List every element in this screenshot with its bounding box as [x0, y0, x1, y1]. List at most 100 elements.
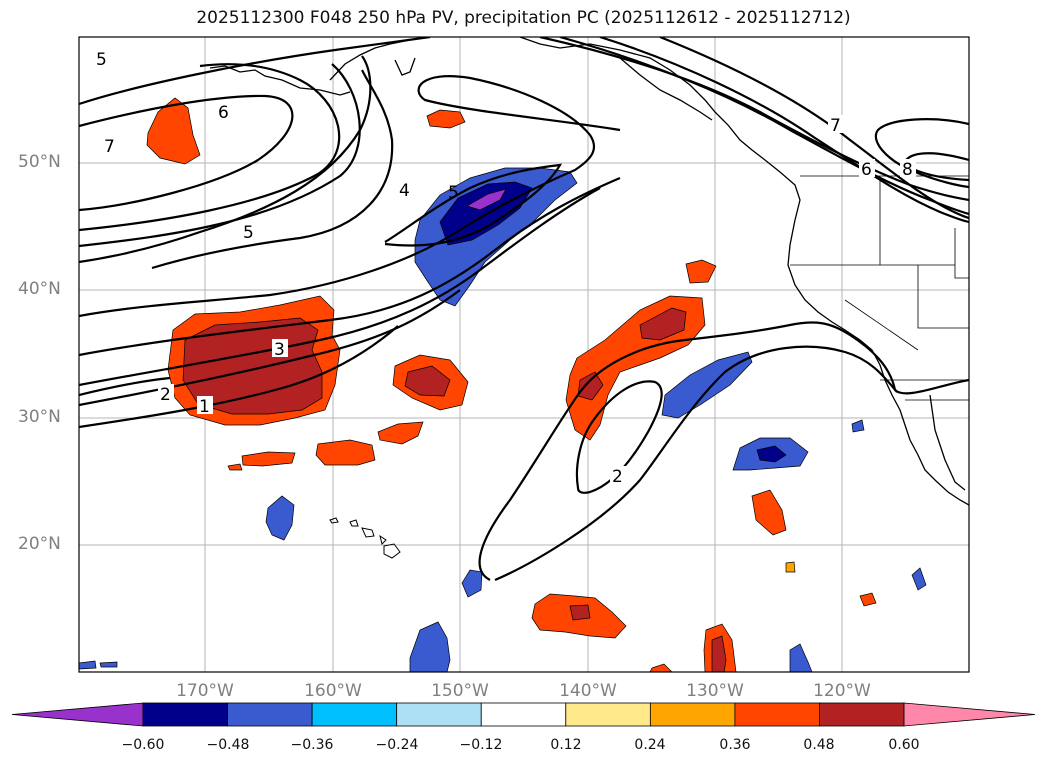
colorbar-segment — [227, 702, 313, 727]
precip-area — [461, 569, 483, 598]
lon-label: 140°W — [559, 681, 617, 701]
colorbar-tick-label: −0.48 — [206, 737, 250, 753]
pv-contour — [79, 94, 294, 212]
lat-label: 20°N — [18, 534, 61, 554]
colorbar-extend-high — [903, 702, 1036, 727]
colorbar — [11, 702, 1036, 727]
pv-contour — [79, 37, 431, 106]
pv-contour — [79, 289, 461, 407]
precip-area — [227, 463, 243, 471]
graticule — [79, 37, 969, 672]
precip-area — [315, 439, 376, 466]
precip-area — [99, 661, 118, 668]
precip-area — [241, 451, 296, 467]
precip-area — [79, 660, 97, 670]
precip-area — [426, 109, 466, 129]
map-title: 2025112300 F048 250 hPa PV, precipitatio… — [196, 8, 851, 28]
political-borders — [790, 175, 969, 401]
pv-contour — [659, 37, 969, 220]
colorbar-segment — [396, 702, 482, 727]
colorbar-tick-label: −0.60 — [121, 737, 165, 753]
precip-area — [649, 663, 673, 672]
precip-area — [859, 592, 877, 607]
pv-contour — [79, 187, 601, 387]
precip-area — [146, 97, 201, 165]
precip-area — [377, 421, 424, 445]
pv-contour — [79, 55, 372, 264]
contour-label: 5 — [243, 223, 254, 243]
colorbar-tick-label: 0.36 — [719, 737, 751, 753]
contour-label: 3 — [274, 340, 285, 360]
pv-contour — [79, 63, 361, 248]
pv-contour — [539, 37, 969, 202]
pv-contour — [79, 75, 621, 318]
precip-area — [911, 567, 927, 591]
colorbar-tick-label: 0.24 — [634, 737, 666, 753]
lon-label: 160°W — [304, 681, 362, 701]
contour-label: 6 — [218, 103, 229, 123]
precip-area — [265, 495, 295, 541]
contour-label: 7 — [104, 137, 115, 157]
hawaiian-islands — [329, 517, 401, 559]
map-plot-area: 5 6 7 5 4 5 3 2 1 2 7 6 8 — [79, 37, 969, 672]
colorbar-tick-label: −0.12 — [459, 737, 503, 753]
colorbar-segment — [480, 702, 567, 727]
pv-contour — [494, 345, 898, 582]
contour-label: 2 — [612, 467, 623, 487]
contour-label: 1 — [199, 397, 210, 417]
precip-area — [756, 445, 787, 463]
contour-label: 5 — [96, 50, 107, 70]
pv-contour — [874, 118, 969, 189]
colorbar-segment — [734, 702, 820, 727]
contour-label: 2 — [160, 385, 171, 405]
pv-contour-labels: 5 6 7 5 4 5 3 2 1 2 7 6 8 — [94, 49, 916, 487]
contour-label: 6 — [861, 160, 872, 180]
lat-label: 30°N — [18, 407, 61, 427]
precip-area — [466, 188, 507, 211]
lon-label: 130°W — [686, 681, 744, 701]
precip-area — [789, 643, 813, 672]
pv-contour — [478, 321, 969, 581]
colorbar-tick-label: 0.60 — [888, 737, 920, 753]
precip-area — [785, 561, 796, 573]
lon-label: 150°W — [431, 681, 489, 701]
precip-area — [685, 259, 717, 284]
precip-area — [409, 621, 451, 672]
pv-contour — [559, 37, 969, 216]
colorbar-extend-low — [11, 702, 144, 727]
precip-area — [751, 489, 787, 536]
pv-contours — [79, 37, 969, 582]
colorbar-segment — [311, 702, 398, 727]
colorbar-tick-label: −0.36 — [290, 737, 334, 753]
colorbar-segment — [819, 702, 905, 727]
pv-contour — [575, 380, 663, 494]
colorbar-segment — [649, 702, 736, 727]
precip-positive-areas — [146, 97, 877, 672]
pv-contour — [599, 37, 969, 224]
pv-contour — [384, 163, 563, 247]
contour-label: 7 — [830, 116, 841, 136]
precip-area — [851, 419, 865, 433]
pv-contour — [79, 63, 341, 232]
plot-frame — [78, 36, 970, 673]
precip-area — [569, 604, 591, 621]
contour-label: 4 — [399, 181, 410, 201]
lon-label: 120°W — [813, 681, 871, 701]
pv-contour — [151, 69, 394, 270]
precip-area — [404, 365, 451, 397]
lon-label: 170°W — [176, 681, 234, 701]
lat-label: 40°N — [18, 279, 61, 299]
pv-contour — [79, 325, 399, 429]
precip-area — [711, 635, 727, 672]
pv-contour — [79, 176, 621, 357]
colorbar-tick-label: −0.24 — [375, 737, 419, 753]
contour-label: 5 — [448, 183, 459, 203]
colorbar-tick-label: 0.48 — [803, 737, 835, 753]
colorbar-segment — [565, 702, 651, 727]
precip-area — [639, 307, 687, 341]
lat-label: 50°N — [18, 152, 61, 172]
colorbar-segment — [142, 702, 228, 727]
contour-label: 8 — [902, 160, 913, 180]
pv-contour — [79, 376, 171, 397]
